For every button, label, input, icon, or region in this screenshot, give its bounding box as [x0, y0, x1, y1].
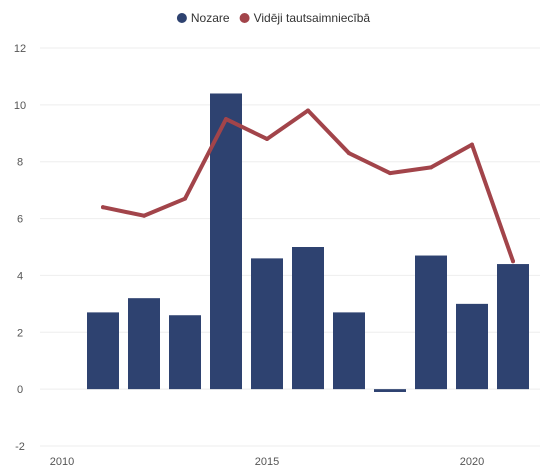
- y-tick-label: 8: [17, 157, 23, 169]
- point-videji-tautsaimnieciba-2021[interactable]: [511, 259, 515, 263]
- point-videji-tautsaimnieciba-2020[interactable]: [470, 143, 474, 147]
- y-tick-label: 10: [14, 100, 26, 112]
- y-tick-label: 0: [17, 384, 23, 396]
- y-tick-label: -2: [15, 441, 25, 453]
- bar-nozare-2016[interactable]: [292, 247, 324, 389]
- point-videji-tautsaimnieciba-2013[interactable]: [183, 197, 187, 201]
- bar-nozare-2020[interactable]: [456, 304, 488, 389]
- bar-nozare-2011[interactable]: [87, 312, 119, 389]
- x-tick-label: 2020: [460, 456, 484, 466]
- x-tick-label: 2010: [50, 456, 74, 466]
- bar-nozare-2012[interactable]: [128, 298, 160, 389]
- y-axis: -2 0 2 4 6 8 10 12: [14, 43, 26, 453]
- x-tick-label: 2015: [255, 456, 279, 466]
- line-series-videji-tautsaimnieciba: [101, 109, 515, 264]
- bar-nozare-2018[interactable]: [374, 389, 406, 392]
- point-videji-tautsaimnieciba-2017[interactable]: [347, 151, 351, 155]
- y-tick-label: 4: [17, 270, 23, 282]
- point-videji-tautsaimnieciba-2015[interactable]: [265, 137, 269, 141]
- bar-nozare-2013[interactable]: [169, 315, 201, 389]
- point-videji-tautsaimnieciba-2011[interactable]: [101, 205, 105, 209]
- bar-nozare-2019[interactable]: [415, 256, 447, 390]
- point-videji-tautsaimnieciba-2012[interactable]: [142, 214, 146, 218]
- legend-item-nozare[interactable]: Nozare: [177, 11, 230, 25]
- legend-swatch-nozare: [177, 13, 187, 23]
- legend: Nozare Vidēji tautsaimniecībā: [177, 11, 371, 25]
- bar-nozare-2021[interactable]: [497, 264, 529, 389]
- legend-label-videji-tautsaimnieciba: Vidēji tautsaimniecībā: [254, 11, 371, 25]
- y-tick-label: 12: [14, 43, 26, 55]
- bar-nozare-2015[interactable]: [251, 258, 283, 389]
- point-videji-tautsaimnieciba-2016[interactable]: [306, 109, 310, 113]
- legend-swatch-videji-tautsaimnieciba: [240, 13, 250, 23]
- point-videji-tautsaimnieciba-2014[interactable]: [224, 117, 228, 121]
- x-axis: 2010 2015 2020: [50, 456, 484, 466]
- point-videji-tautsaimnieciba-2018[interactable]: [388, 171, 392, 175]
- y-tick-label: 2: [17, 327, 23, 339]
- bar-series-nozare: [87, 93, 529, 392]
- point-videji-tautsaimnieciba-2019[interactable]: [429, 165, 433, 169]
- line-videji-tautsaimnieciba[interactable]: [103, 111, 513, 262]
- legend-label-nozare: Nozare: [191, 11, 230, 25]
- legend-item-videji-tautsaimnieciba[interactable]: Vidēji tautsaimniecībā: [240, 11, 371, 25]
- bar-nozare-2017[interactable]: [333, 312, 365, 389]
- y-tick-label: 6: [17, 214, 23, 226]
